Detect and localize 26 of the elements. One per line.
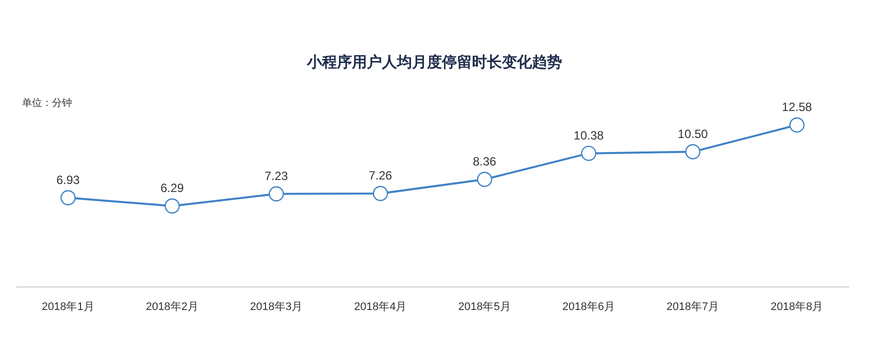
point: [789, 117, 805, 133]
point: [164, 198, 180, 214]
data-label: 8.36: [472, 154, 497, 168]
x-tick-label: 2018年4月: [354, 301, 407, 313]
x-tick-label: 2018年8月: [770, 301, 824, 313]
point: [268, 186, 284, 202]
point: [372, 186, 388, 202]
data-label: 7.26: [368, 168, 392, 183]
x-tick-label: 2018年7月: [666, 301, 720, 313]
point: [685, 144, 700, 160]
data-label: 6.29: [160, 181, 184, 195]
data-label: 10.50: [678, 126, 708, 141]
chart-title: 小程序用户人均月度停留时长变化趋势: [306, 53, 562, 71]
point: [581, 146, 596, 161]
point: [476, 172, 492, 187]
x-tick-label: 2018年2月: [146, 301, 198, 313]
data-label: 7.23: [264, 168, 288, 183]
data-label: 6.93: [56, 172, 80, 187]
x-tick-label: 2018年3月: [250, 301, 303, 313]
x-tick-label: 2018年6月: [562, 301, 615, 313]
data-label: 10.38: [574, 128, 604, 142]
point: [60, 190, 76, 206]
text: 单位：分钟: [22, 97, 72, 109]
x-tick-label: 2018年5月: [458, 301, 511, 313]
x-tick-label: 2018年1月: [42, 301, 94, 313]
data-label: 12.58: [782, 100, 812, 114]
